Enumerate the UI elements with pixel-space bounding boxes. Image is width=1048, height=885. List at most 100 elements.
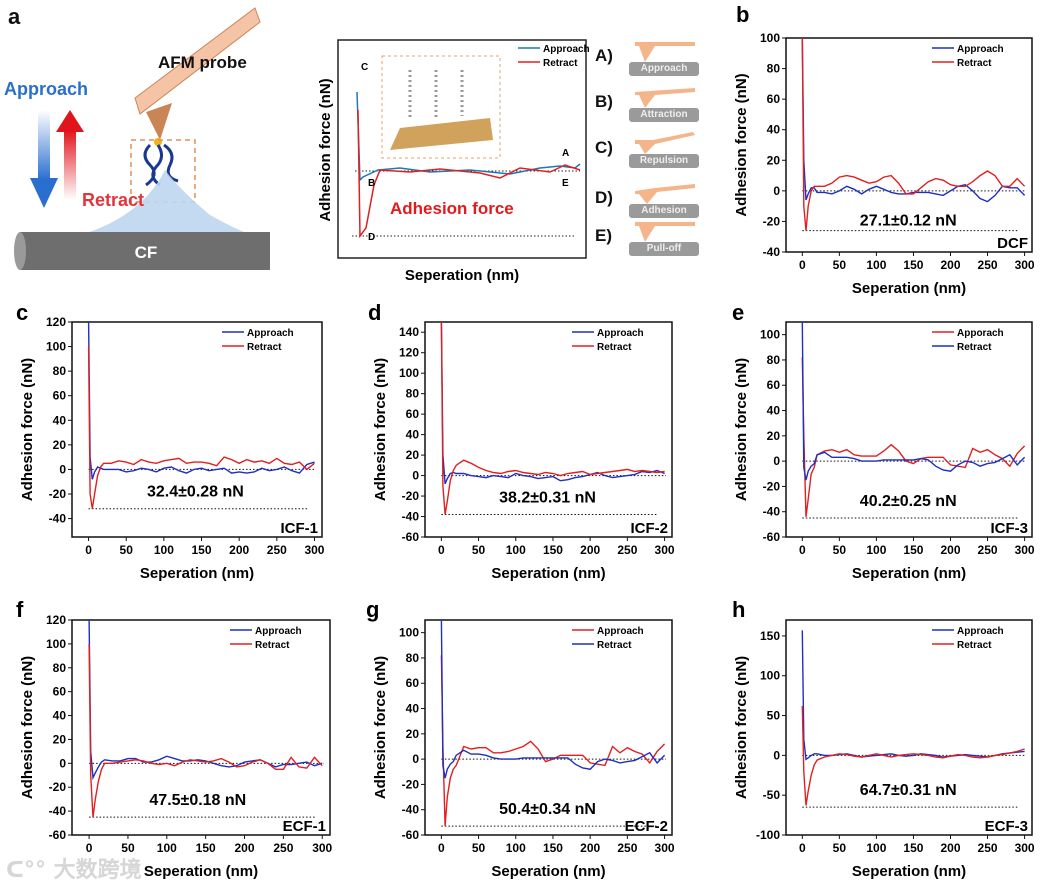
- panel-letter: b: [736, 2, 749, 27]
- y-tick-label: 40: [53, 413, 67, 427]
- x-axis-label: Seperation (nm): [852, 863, 966, 880]
- x-tick-label: 50: [121, 841, 135, 855]
- legend-label: Retract: [597, 342, 632, 353]
- y-tick-label: -60: [402, 530, 420, 544]
- y-tick-label: 80: [406, 387, 420, 401]
- y-tick-label: -100: [756, 828, 780, 842]
- adhesion-value-annotation: 40.2±0.25 nN: [860, 493, 957, 510]
- y-axis-label: Adhesion force (nN): [733, 358, 750, 501]
- plot-frame: [424, 619, 673, 836]
- legend-label: Approach: [957, 626, 1004, 637]
- y-tick-label: 80: [406, 651, 420, 665]
- molecule-chains-icon: [408, 70, 464, 120]
- y-tick-label: 40: [406, 702, 420, 716]
- x-axis-label: Seperation (nm): [140, 565, 254, 582]
- point-label-d: D: [368, 232, 375, 243]
- legend-approach: Approach: [543, 44, 590, 55]
- y-tick-label: 20: [53, 732, 67, 746]
- x-tick-label: 300: [1015, 841, 1035, 855]
- x-tick-label: 0: [799, 841, 806, 855]
- substrate-label: CF: [135, 243, 158, 262]
- y-tick-label: 60: [53, 685, 67, 699]
- y-tick-label: 20: [767, 429, 781, 443]
- series-line-retract: [801, 322, 1026, 481]
- series-line-approach: [440, 655, 666, 827]
- step-tag: Attraction: [629, 108, 699, 122]
- x-tick-label: 250: [617, 841, 637, 855]
- adhesion-value-annotation: 38.2±0.31 nN: [499, 489, 596, 506]
- legend-label: Approach: [247, 328, 294, 339]
- cantilever-adhesion-icon: [635, 184, 695, 204]
- y-tick-label: 50: [767, 709, 781, 723]
- legend-label: Retract: [957, 342, 992, 353]
- step-tag: Repulsion: [629, 154, 699, 168]
- panel-letter: c: [16, 300, 28, 325]
- step-repulsion: C) Repulsion: [595, 130, 705, 170]
- fiber-end: [14, 232, 26, 270]
- y-tick-label: 20: [406, 448, 420, 462]
- x-tick-label: 0: [799, 543, 806, 557]
- step-approach: A) Approach: [595, 38, 705, 78]
- x-tick-label: 300: [655, 841, 675, 855]
- x-tick-label: 100: [506, 543, 526, 557]
- y-tick-label: 80: [767, 353, 781, 367]
- y-tick-label: 80: [53, 364, 67, 378]
- x-axis-label: Seperation (nm): [491, 565, 605, 582]
- panel-a-illustration: a AFM probe CF Approach Retract: [4, 4, 270, 270]
- y-tick-label: -60: [402, 828, 420, 842]
- sample-label: ICF-1: [281, 520, 319, 537]
- molecule-inset: [381, 55, 501, 159]
- y-tick-label: -40: [49, 512, 67, 526]
- y-axis-label: Adhesion force (nN): [372, 656, 389, 799]
- y-tick-label: 40: [767, 404, 781, 418]
- x-tick-label: 100: [866, 258, 886, 272]
- x-tick-label: 50: [833, 258, 847, 272]
- series-line-approach: [801, 38, 1026, 203]
- y-tick-label: -40: [763, 505, 781, 519]
- x-tick-label: 150: [903, 258, 923, 272]
- x-tick-label: 0: [86, 841, 93, 855]
- legend-label: Apporach: [957, 328, 1004, 339]
- y-tick-label: 0: [59, 756, 66, 770]
- plot-frame: [424, 321, 673, 538]
- cantilever-bent-up-icon: [635, 132, 695, 154]
- legend-label: Approach: [597, 626, 644, 637]
- step-tag: Pull-off: [629, 242, 699, 256]
- x-tick-label: 150: [903, 841, 923, 855]
- x-tick-label: 100: [866, 841, 886, 855]
- schematic-x-label: Seperation (nm): [405, 267, 519, 284]
- series-line-retract: [440, 322, 665, 515]
- x-tick-label: 300: [1015, 543, 1035, 557]
- y-tick-label: 100: [760, 328, 780, 342]
- x-tick-label: 150: [543, 543, 563, 557]
- y-tick-label: 40: [406, 428, 420, 442]
- y-tick-label: 100: [399, 626, 419, 640]
- step-tag: Adhesion: [629, 204, 699, 218]
- retract-arrow-icon: [64, 130, 76, 200]
- y-tick-label: 100: [46, 340, 66, 354]
- x-tick-label: 250: [978, 543, 998, 557]
- panel-letter: a: [8, 4, 21, 29]
- panel-letter: g: [366, 597, 379, 622]
- y-tick-label: 120: [46, 613, 66, 627]
- step-tag: Approach: [629, 62, 699, 76]
- adhesion-value-annotation: 50.4±0.34 nN: [499, 801, 596, 818]
- y-tick-label: 0: [773, 184, 780, 198]
- adhesion-force-annotation: Adhesion force: [390, 199, 514, 218]
- x-tick-label: 50: [833, 841, 847, 855]
- legend-label: Retract: [957, 58, 992, 69]
- approach-arrow-icon: [38, 110, 50, 180]
- y-tick-label: 60: [767, 92, 781, 106]
- panel-letter: f: [16, 597, 24, 622]
- y-tick-label: 80: [767, 62, 781, 76]
- y-tick-label: -60: [763, 530, 781, 544]
- y-tick-label: 0: [412, 469, 419, 483]
- y-tick-label: -40: [402, 803, 420, 817]
- sample-label: ECF-1: [283, 818, 326, 835]
- point-label-c: C: [361, 62, 368, 73]
- panel-d: d 0 50 100 150 200 250 300 -60 -40 -20 0 20 40 60 80 100…: [368, 300, 675, 582]
- x-tick-label: 200: [940, 258, 960, 272]
- schematic-y-label: Adhesion force (nN): [317, 78, 334, 221]
- y-tick-label: -40: [402, 510, 420, 524]
- droplet: [70, 170, 265, 240]
